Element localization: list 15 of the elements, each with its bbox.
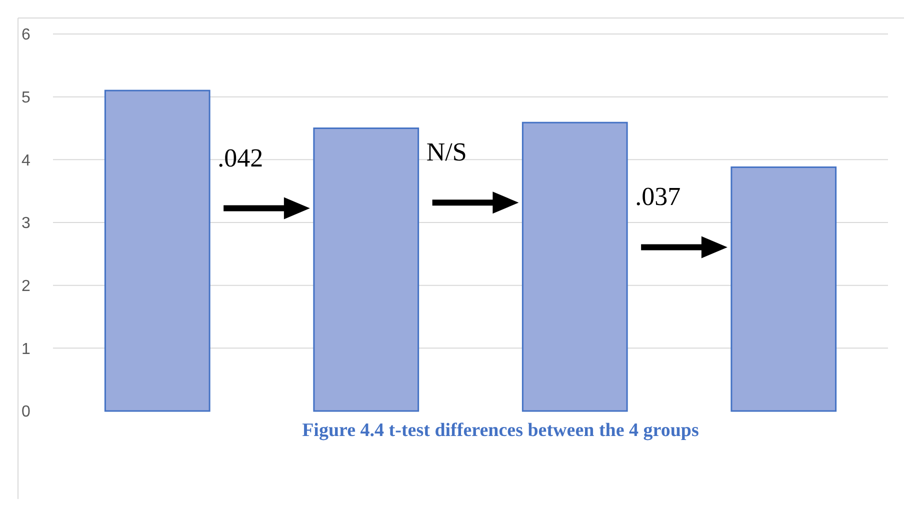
- annotation: .037: [635, 182, 681, 212]
- y-tick-label: 4: [22, 152, 31, 170]
- annotation: .042: [218, 143, 264, 172]
- y-tick-label: 6: [22, 26, 31, 44]
- annotation: N/S: [426, 138, 467, 167]
- y-tick-label: 3: [22, 215, 31, 232]
- y-tick-label: 5: [22, 89, 31, 106]
- bar: [522, 122, 628, 412]
- bar: [313, 128, 420, 412]
- y-tick-label: 0: [22, 404, 31, 421]
- bar: [104, 90, 210, 412]
- caption: Figure 4.4 t-test differences between the 4 groups: [302, 420, 699, 441]
- y-tick-label: 2: [22, 278, 31, 295]
- bar: [730, 166, 837, 412]
- y-tick-label: 1: [22, 340, 31, 358]
